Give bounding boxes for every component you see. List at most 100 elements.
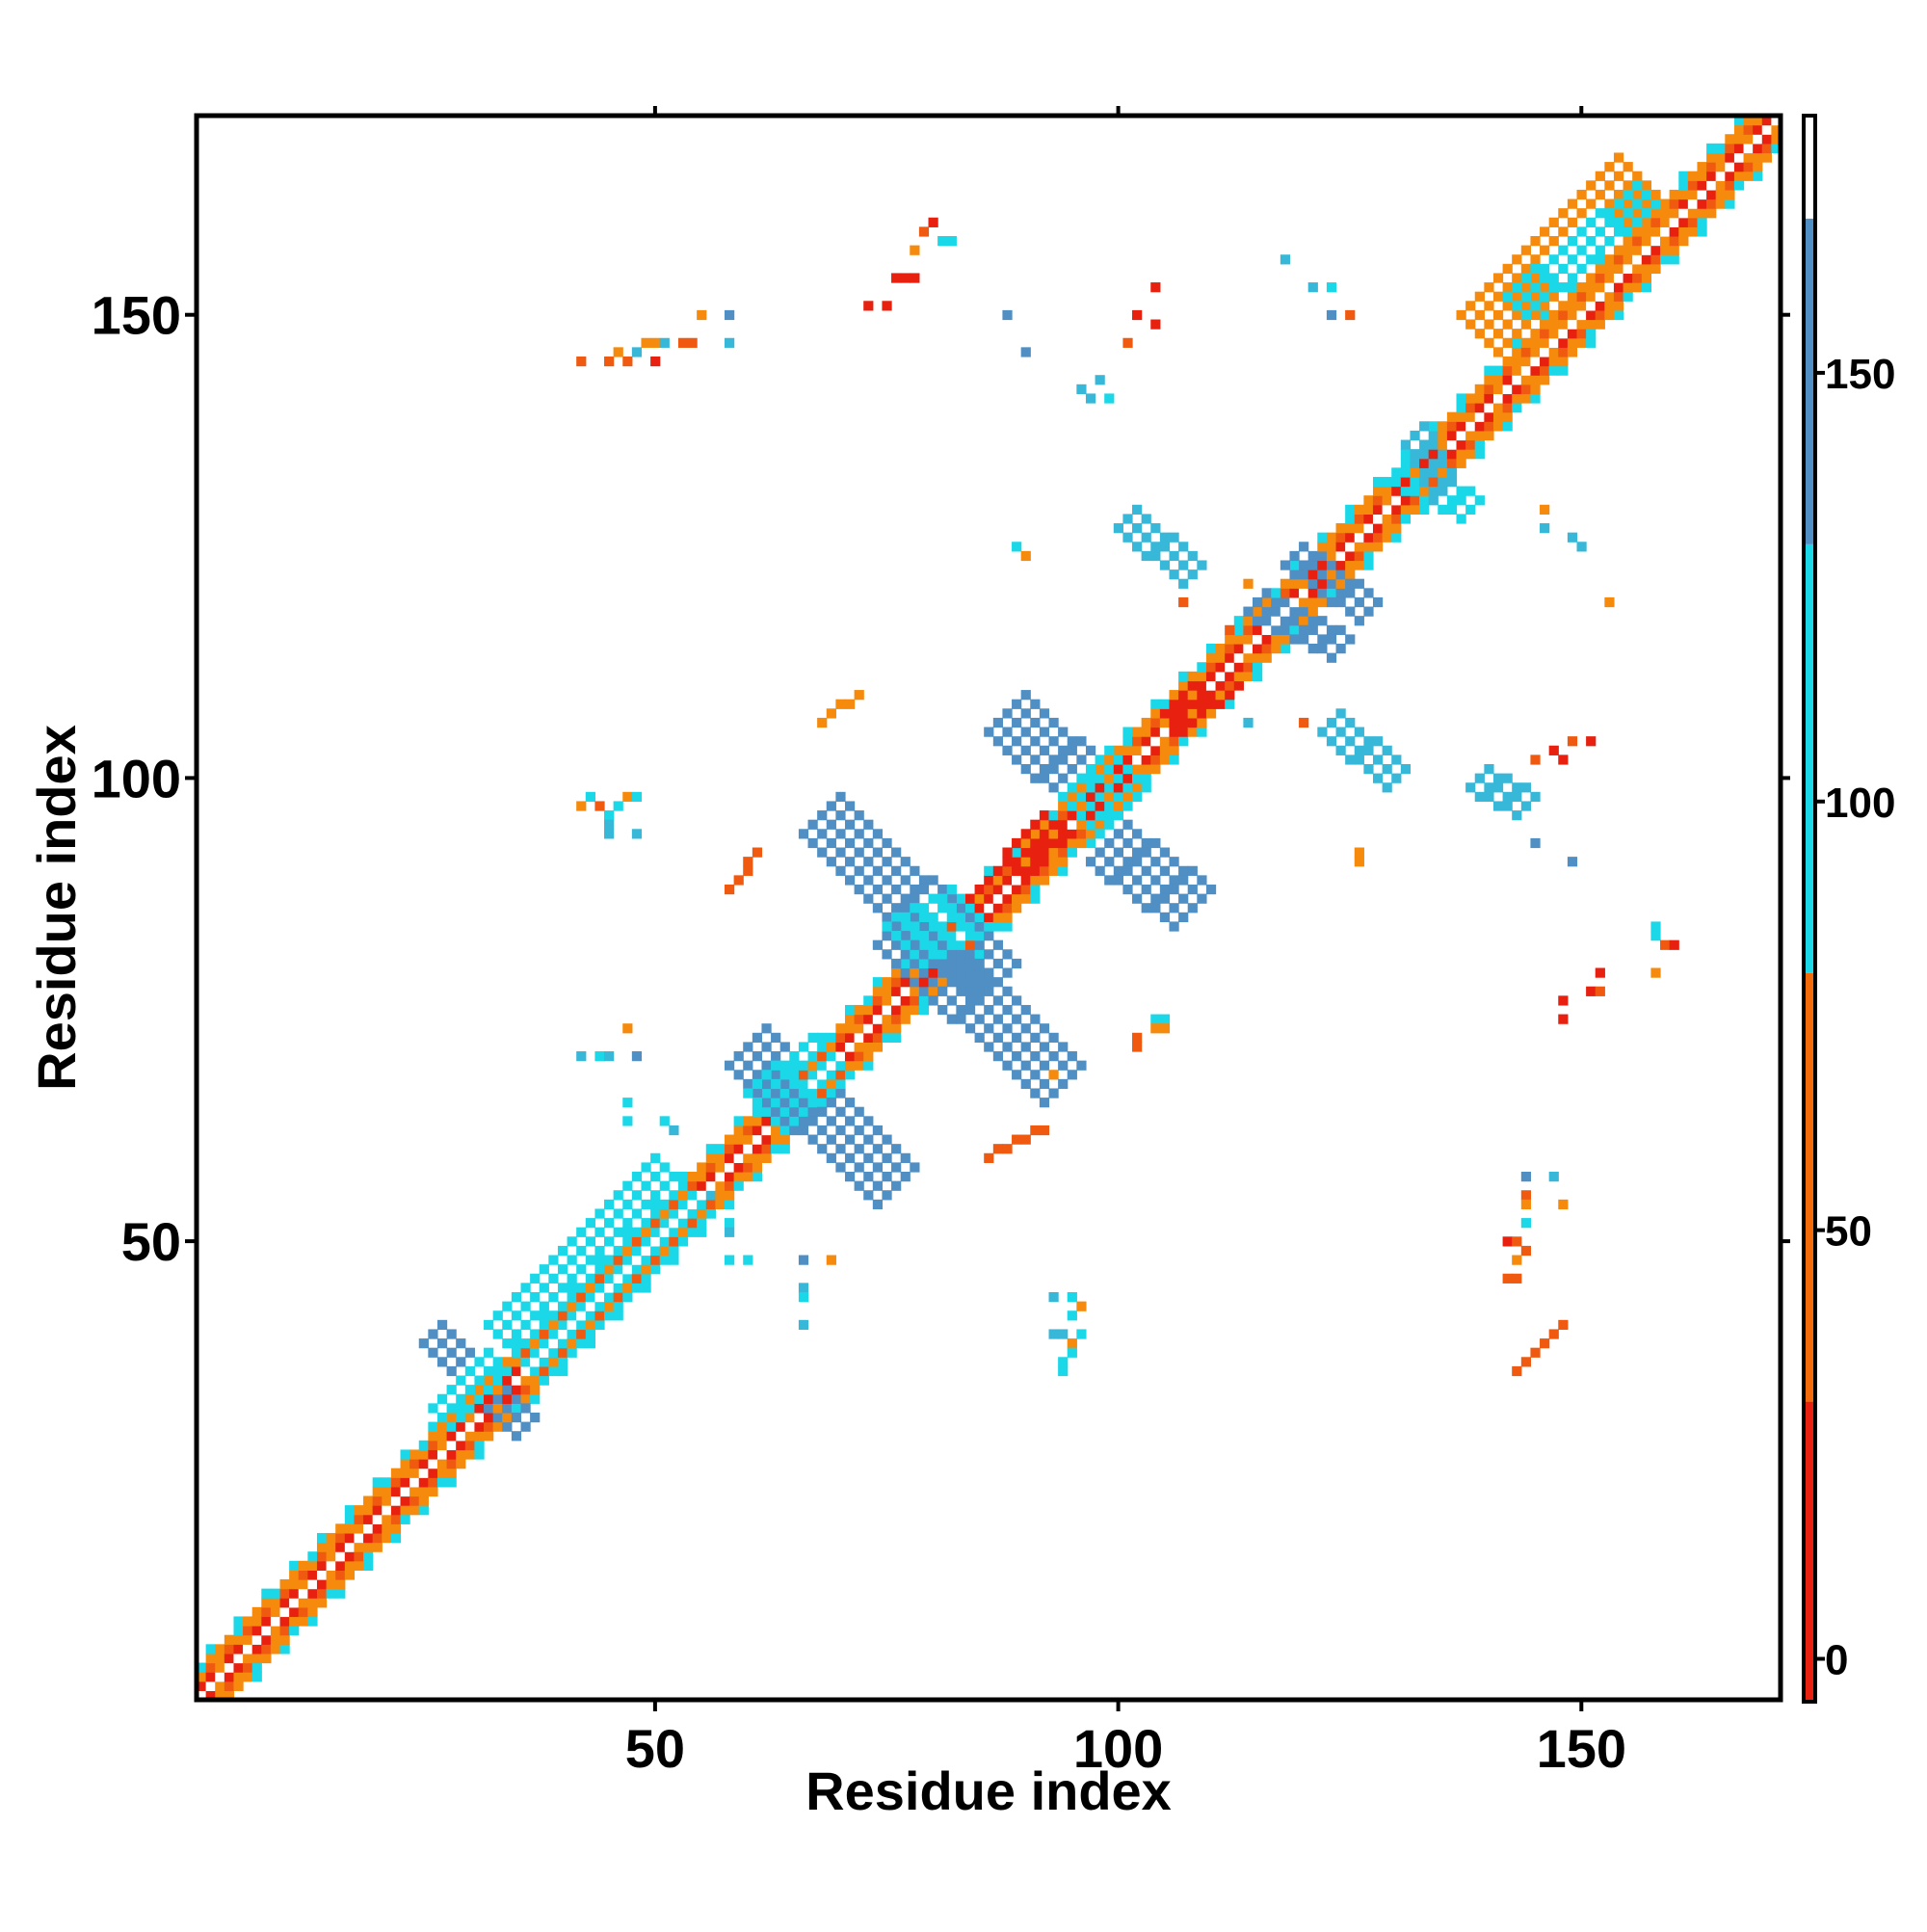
heatmap-cell [641,1227,651,1237]
heatmap-cell [1095,773,1105,783]
heatmap-cell [974,958,985,969]
heatmap-cell [1540,291,1550,302]
heatmap-cell [631,1227,643,1237]
heatmap-cell [928,967,938,978]
heatmap-cell [900,931,911,941]
heatmap-cell [1197,680,1207,691]
heatmap-cell [613,1283,623,1293]
heatmap-cell [771,1116,781,1126]
heatmap-cell [1540,1338,1550,1349]
heatmap-cell [1632,226,1643,237]
heatmap-cell [1576,245,1587,255]
heatmap-cell [1159,912,1171,923]
heatmap-cell [1012,857,1022,867]
heatmap-cell [1067,745,1077,755]
heatmap-cell [1520,782,1532,793]
heatmap-cell [585,1338,595,1349]
heatmap-cell [974,912,985,923]
heatmap-cell [1280,606,1291,617]
heatmap-cell [1122,837,1133,849]
heatmap-cell [974,986,985,996]
heatmap-cell [1641,208,1651,219]
heatmap-cell [372,1505,383,1516]
heatmap-cell [1039,708,1050,719]
heatmap-cell [1410,449,1420,460]
heatmap-cell [974,921,985,932]
heatmap-cell [1307,616,1318,626]
heatmap-cell [233,1662,244,1673]
heatmap-cell [826,1116,836,1126]
heatmap-cell [1271,588,1281,598]
heatmap-cell [807,1116,818,1126]
heatmap-cell [594,1291,605,1303]
heatmap-cell [1428,458,1439,468]
heatmap-cell [1641,180,1651,191]
heatmap-cell [446,1329,457,1339]
heatmap-cell [752,1172,763,1182]
heatmap-cell [937,884,948,895]
heatmap-cell [622,1245,633,1257]
heatmap-cell [863,1014,874,1024]
heatmap-cell [1520,1190,1532,1201]
y-tick-label: 100 [92,748,181,808]
heatmap-cell [974,977,985,988]
heatmap-cell [863,1060,874,1071]
heatmap-cell [1345,550,1356,562]
heatmap-cell [604,1051,615,1062]
heatmap-cell [613,1208,623,1219]
heatmap-cell [1261,634,1272,645]
heatmap-cell [1484,763,1494,775]
heatmap-cell [1650,189,1661,200]
heatmap-cell [576,1301,587,1311]
heatmap-cell [1048,847,1059,858]
heatmap-cell [1558,208,1569,219]
heatmap-cell [1058,1365,1069,1377]
heatmap-cell [1039,745,1050,755]
heatmap-cell [233,1672,244,1682]
heatmap-cell [1159,884,1171,895]
heatmap-cell [428,1449,438,1460]
heatmap-cell [1771,116,1782,126]
heatmap-cell [270,1588,281,1599]
heatmap-cell [937,940,948,950]
heatmap-cell [1012,995,1022,1006]
heatmap-cell [251,1644,262,1654]
heatmap-cell [1512,309,1522,321]
heatmap-cell [1761,116,1772,126]
heatmap-cell [910,865,920,876]
heatmap-cell [520,1403,531,1414]
heatmap-cell [354,1551,364,1562]
heatmap-cell [1632,245,1643,255]
heatmap-cell [891,884,902,895]
heatmap-cell [844,1152,856,1163]
heatmap-cell [1595,254,1605,265]
heatmap-cell [428,1347,438,1358]
heatmap-cell [1428,495,1439,506]
heatmap-cell [761,1144,772,1154]
heatmap-cell [1141,736,1151,747]
heatmap-cell [1419,421,1430,432]
heatmap-cell [1512,329,1522,339]
heatmap-cell [474,1357,485,1367]
heatmap-cell [752,1152,763,1163]
heatmap-cell [511,1393,522,1404]
heatmap-cell [1205,708,1217,719]
heatmap-cell [446,1440,457,1451]
heatmap-cell [594,1273,605,1284]
heatmap-cell [1178,560,1189,570]
heatmap-cell [1104,745,1115,755]
heatmap-cell [1558,754,1569,765]
heatmap-cell [1058,727,1069,737]
heatmap-cell [1391,514,1402,524]
heatmap-cell [910,995,920,1006]
heatmap-cell [372,1532,383,1544]
heatmap-cell [1363,763,1374,775]
heatmap-cell [1020,875,1031,886]
heatmap-cell [1261,652,1272,663]
heatmap-cell [891,958,902,969]
heatmap-cell [233,1681,244,1691]
heatmap-cell [1030,847,1041,858]
heatmap-cell [520,1319,531,1331]
colorbar-frame [1802,114,1817,1704]
heatmap-cell [1613,263,1624,275]
